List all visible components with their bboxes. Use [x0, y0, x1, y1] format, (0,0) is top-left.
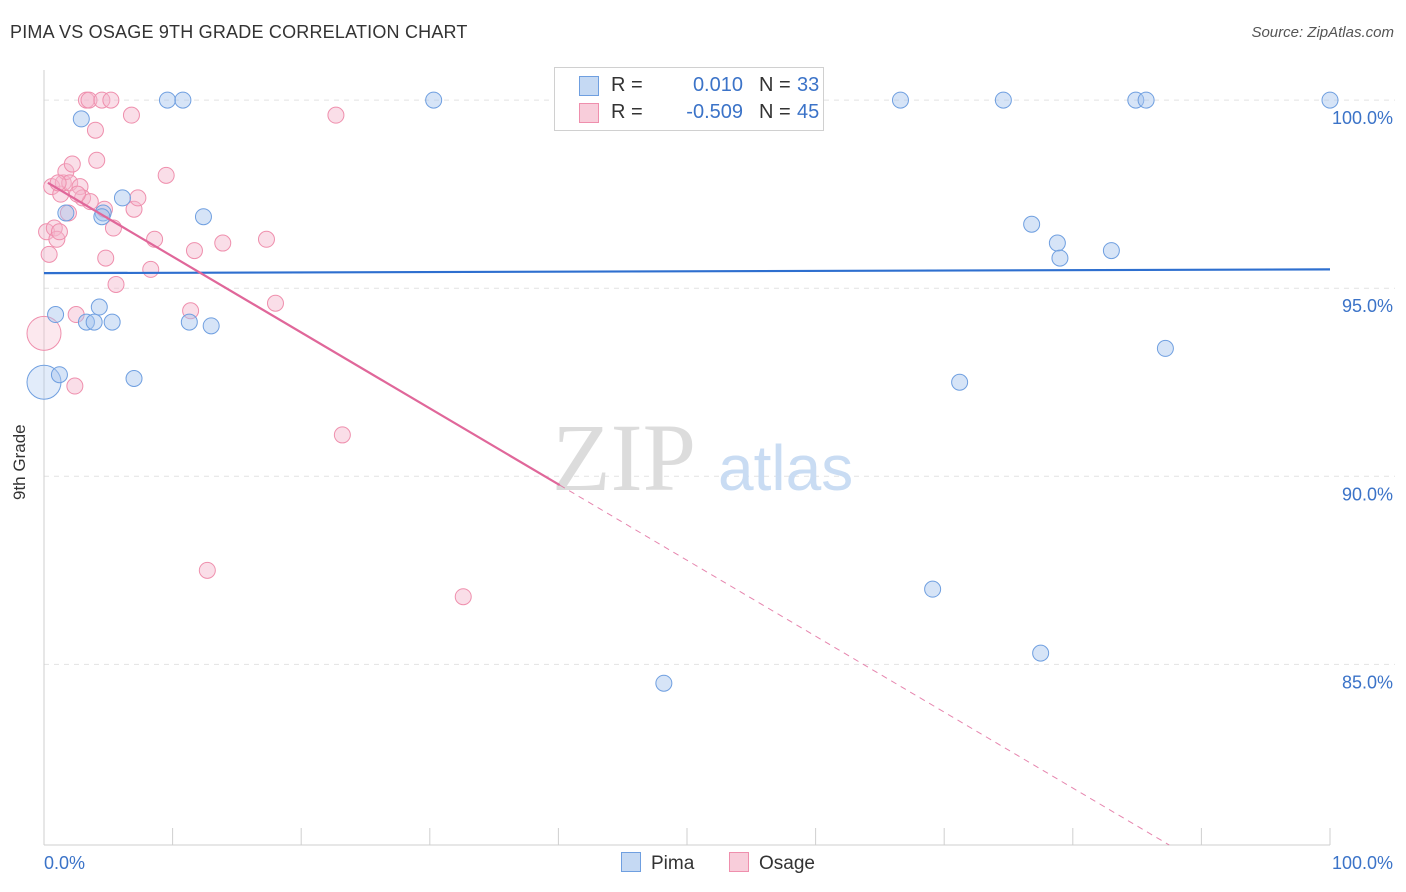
- pima-point: [425, 91, 443, 109]
- osage-point: [129, 189, 147, 207]
- osage-point: [93, 91, 111, 109]
- x-tick-label: 0.0%: [44, 853, 85, 873]
- watermark-zip: ZIP: [552, 404, 696, 511]
- osage-point: [185, 242, 203, 260]
- osage-point: [88, 151, 106, 169]
- trend-lines: [43, 181, 1331, 846]
- osage-legend-swatch: [729, 852, 749, 872]
- y-tick-label: 90.0%: [1342, 484, 1393, 504]
- pima-point: [113, 189, 131, 207]
- pima-point: [924, 580, 942, 598]
- osage-trend-extension: [559, 484, 1170, 846]
- pima-point: [1156, 339, 1174, 357]
- correlation-legend: R = 0.010 N = 33 R = -0.509 N = 45: [554, 67, 824, 131]
- osage-r-label: R =: [611, 101, 643, 123]
- osage-point: [80, 91, 98, 109]
- pima-point: [1102, 242, 1120, 260]
- y-tick-label: 100.0%: [1332, 108, 1393, 128]
- pima-point: [1137, 91, 1155, 109]
- pima-point: [1321, 91, 1339, 109]
- pima-n-value: 33: [797, 74, 820, 96]
- osage-point: [333, 426, 351, 444]
- y-tick-label: 85.0%: [1342, 672, 1393, 692]
- pima-point: [1048, 234, 1066, 252]
- osage-legend-label: Osage: [759, 853, 815, 874]
- pima-point: [1127, 91, 1145, 109]
- osage-point: [327, 106, 345, 124]
- chart-title: PIMA VS OSAGE 9TH GRADE CORRELATION CHAR…: [10, 22, 468, 42]
- pima-point: [125, 369, 143, 387]
- osage-r-value: -0.509: [686, 101, 743, 123]
- osage-point: [40, 245, 58, 263]
- pima-point: [994, 91, 1012, 109]
- osage-point: [454, 588, 472, 606]
- watermark-atlas: atlas: [718, 432, 853, 504]
- y-tick-label: 95.0%: [1342, 296, 1393, 316]
- pima-n-label: N =: [759, 74, 791, 96]
- osage-swatch: [579, 103, 599, 123]
- pima-swatch: [579, 76, 599, 96]
- pima-point: [174, 91, 192, 109]
- pima-points: [26, 91, 1339, 692]
- osage-n-value: 45: [797, 101, 820, 123]
- osage-point: [257, 230, 275, 248]
- osage-point: [198, 561, 216, 579]
- osage-point: [97, 249, 115, 267]
- osage-trend-line: [47, 181, 561, 487]
- pima-legend-swatch: [621, 852, 641, 872]
- osage-point: [266, 294, 284, 312]
- bottom-legend-osage: Osage: [729, 852, 815, 875]
- pima-point: [202, 317, 220, 335]
- gridlines: [44, 99, 1395, 665]
- osage-point: [125, 200, 143, 218]
- x-tick-label: 100.0%: [1332, 853, 1393, 873]
- pima-point: [1032, 644, 1050, 662]
- osage-point: [122, 106, 140, 124]
- pima-point: [655, 674, 673, 692]
- osage-point: [66, 377, 84, 395]
- pima-point: [50, 366, 68, 384]
- osage-point: [214, 234, 232, 252]
- pima-legend-label: Pima: [651, 853, 695, 874]
- tick-labels: 100.0% 95.0% 90.0% 85.0% 0.0% 100.0%: [44, 108, 1393, 873]
- pima-trend-line: [43, 268, 1331, 275]
- osage-point: [63, 155, 81, 173]
- pima-point: [158, 91, 176, 109]
- bottom-legend-pima: Pima: [621, 852, 694, 875]
- osage-point: [26, 315, 62, 351]
- pima-point: [85, 313, 103, 331]
- axes: [43, 70, 1331, 846]
- pima-point: [72, 110, 90, 128]
- pima-r-label: R =: [611, 74, 643, 96]
- osage-n-label: N =: [759, 101, 791, 123]
- pima-point: [194, 208, 212, 226]
- pima-point: [90, 298, 108, 316]
- osage-points: [26, 91, 472, 606]
- pima-point: [180, 313, 198, 331]
- pima-point: [47, 306, 65, 324]
- osage-point: [142, 260, 160, 278]
- pima-point: [57, 204, 75, 222]
- source-label: Source: ZipAtlas.com: [1251, 24, 1394, 41]
- osage-point: [107, 275, 125, 293]
- osage-point: [86, 121, 104, 139]
- pima-r-value: 0.010: [692, 74, 743, 96]
- pima-point: [891, 91, 909, 109]
- osage-point: [50, 223, 68, 241]
- pima-point: [1023, 215, 1041, 233]
- osage-point: [157, 166, 175, 184]
- osage-point: [102, 91, 120, 109]
- pima-point: [103, 313, 121, 331]
- pima-point: [951, 373, 969, 391]
- pima-point: [1051, 249, 1069, 267]
